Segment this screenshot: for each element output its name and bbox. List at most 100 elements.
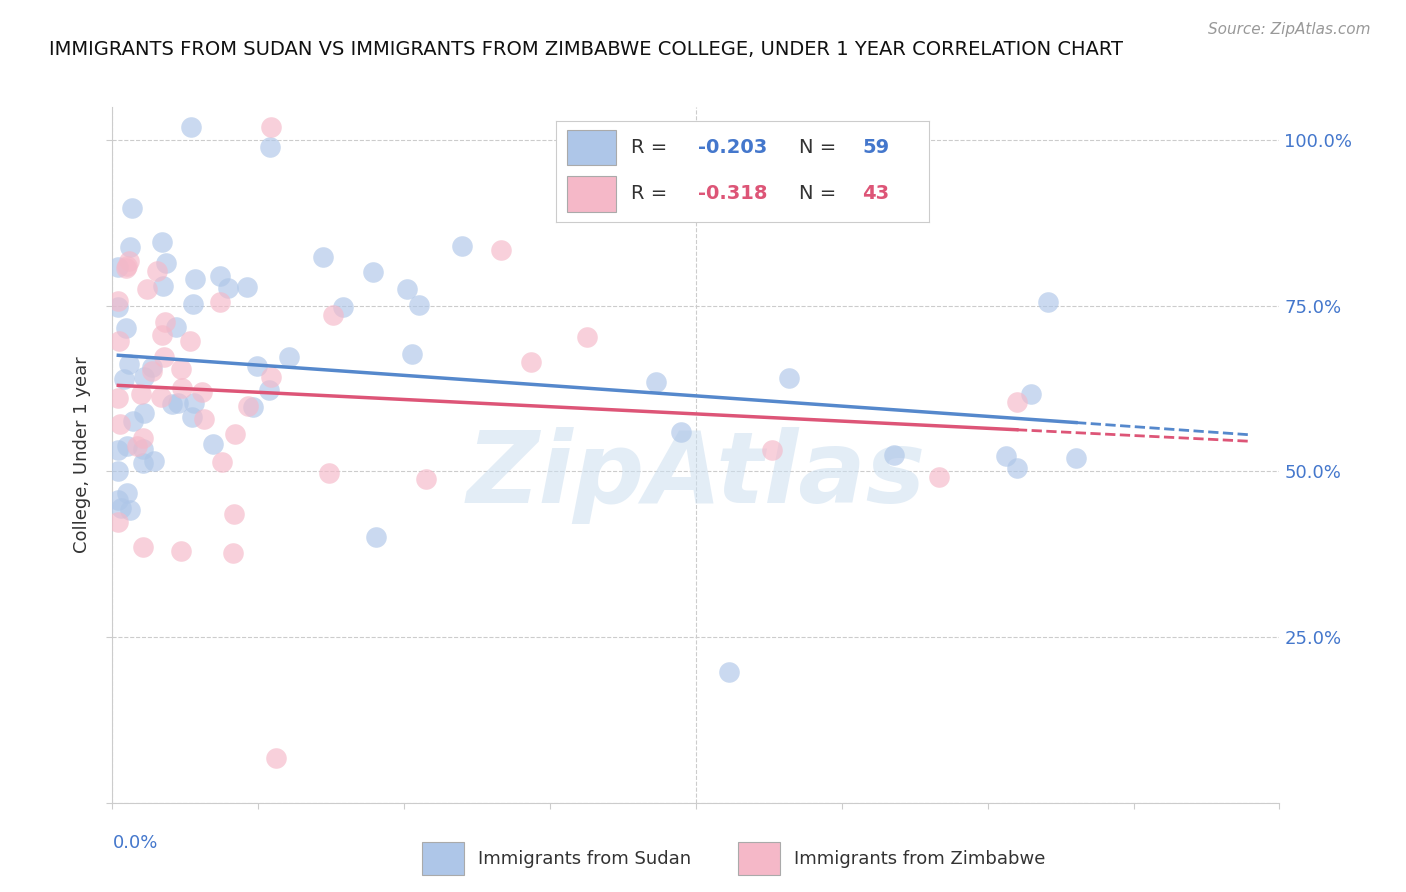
Point [671, 425, 693, 440]
Point [401, 347, 423, 361]
Point [193, 411, 215, 425]
Point [112, 372, 135, 386]
Point [131, 387, 153, 401]
Point [236, 280, 259, 294]
Point [332, 300, 354, 314]
Point [179, 334, 201, 348]
Point [396, 282, 419, 296]
Point [155, 256, 177, 270]
Text: 0.0%: 0.0% [112, 834, 157, 852]
FancyBboxPatch shape [422, 842, 464, 874]
Point [645, 375, 668, 389]
Text: IMMIGRANTS FROM SUDAN VS IMMIGRANTS FROM ZIMBABWE COLLEGE, UNDER 1 YEAR CORRELAT: IMMIGRANTS FROM SUDAN VS IMMIGRANTS FROM… [49, 40, 1123, 59]
Point [202, 437, 225, 451]
Point [142, 454, 165, 468]
Point [181, 409, 204, 424]
Point [134, 369, 156, 384]
Point [242, 401, 264, 415]
Point [1005, 395, 1028, 409]
Point [170, 381, 193, 395]
Point [224, 427, 246, 442]
Point [152, 350, 174, 364]
Point [1064, 451, 1087, 466]
Text: Immigrants from Sudan: Immigrants from Sudan [478, 849, 692, 868]
Point [132, 431, 155, 445]
Point [238, 399, 260, 413]
Point [180, 120, 202, 134]
Point [134, 406, 156, 420]
Point [170, 544, 193, 558]
Point [162, 397, 184, 411]
Point [260, 120, 283, 134]
Point [131, 442, 153, 457]
Point [264, 750, 287, 764]
Point [141, 360, 163, 375]
Point [761, 443, 783, 458]
Point [408, 298, 430, 312]
Point [450, 239, 472, 253]
Point [1021, 387, 1043, 401]
Point [575, 330, 598, 344]
Point [114, 320, 136, 334]
Point [149, 390, 172, 404]
Point [222, 546, 245, 560]
Text: Immigrants from Zimbabwe: Immigrants from Zimbabwe [794, 849, 1046, 868]
Point [107, 516, 129, 530]
Point [107, 391, 129, 405]
Point [150, 328, 173, 343]
Point [183, 396, 205, 410]
Point [114, 261, 136, 276]
Point [141, 363, 163, 377]
Point [122, 414, 145, 428]
Point [260, 370, 283, 384]
Point [107, 260, 129, 274]
Point [1036, 295, 1059, 310]
Point [520, 355, 543, 369]
Point [107, 293, 129, 308]
Point [489, 244, 512, 258]
Point [318, 467, 340, 481]
Y-axis label: College, Under 1 year: College, Under 1 year [73, 357, 91, 553]
Point [132, 456, 155, 470]
Point [136, 282, 159, 296]
Point [107, 300, 129, 314]
Point [224, 507, 246, 521]
Point [150, 235, 173, 249]
Point [277, 350, 299, 364]
Point [995, 450, 1018, 464]
Point [361, 265, 384, 279]
Point [257, 383, 280, 397]
Point [217, 281, 239, 295]
Point [208, 294, 231, 309]
Text: ZipAtlas: ZipAtlas [467, 427, 925, 524]
Point [121, 201, 143, 215]
Point [146, 264, 169, 278]
Point [107, 334, 129, 349]
Point [246, 359, 269, 373]
Point [117, 439, 139, 453]
Point [118, 254, 141, 268]
Point [152, 278, 174, 293]
Point [211, 455, 233, 469]
Point [125, 439, 148, 453]
Point [107, 442, 129, 457]
Point [928, 469, 950, 483]
Point [165, 320, 187, 334]
Point [118, 357, 141, 371]
Point [311, 250, 333, 264]
Point [107, 492, 129, 507]
Point [169, 362, 191, 376]
Point [166, 396, 188, 410]
Point [181, 297, 204, 311]
Text: Source: ZipAtlas.com: Source: ZipAtlas.com [1208, 22, 1371, 37]
Point [1005, 461, 1028, 475]
Point [117, 486, 139, 500]
Point [184, 272, 207, 286]
Point [107, 464, 129, 478]
Point [110, 417, 132, 431]
Point [209, 268, 232, 283]
Point [364, 529, 387, 543]
Point [153, 315, 176, 329]
Point [259, 140, 281, 154]
Point [322, 308, 344, 322]
